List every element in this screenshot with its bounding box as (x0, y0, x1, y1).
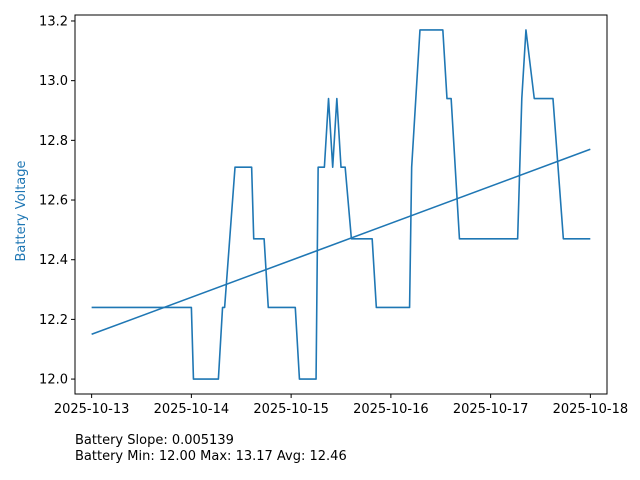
x-tick-label: 2025-10-17 (453, 402, 529, 417)
x-tick-label: 2025-10-14 (154, 402, 230, 417)
x-tick-label: 2025-10-13 (54, 402, 130, 417)
plot-frame (74, 14, 608, 395)
y-tick-label: 12.2 (39, 313, 68, 328)
ticks-layer: 2025-10-13 2025-10-14 2025-10-15 2025-10-16… (39, 14, 628, 417)
battery-trend-line (91, 148, 591, 336)
y-tick-label: 13.2 (39, 14, 68, 29)
x-tick-label: 2025-10-15 (253, 402, 329, 417)
y-tick-label: 12.8 (39, 134, 68, 149)
plot-background (75, 15, 607, 394)
y-tick-label: 12.6 (39, 194, 68, 209)
battery-voltage-line (91, 29, 591, 380)
x-tick-label: 2025-10-18 (553, 402, 629, 417)
y-tick-label: 13.0 (39, 74, 68, 89)
battery-slope-annotation: Battery Slope: 0.005139 (75, 433, 234, 448)
x-tick-label: 2025-10-16 (353, 402, 429, 417)
y-axis-label: Battery Voltage (14, 160, 29, 261)
battery-stats-annotation: Battery Min: 12.00 Max: 13.17 Avg: 12.46 (75, 449, 347, 464)
series-layer (91, 29, 591, 380)
y-tick-label: 12.4 (39, 253, 68, 268)
y-tick-label: 12.0 (39, 373, 68, 388)
